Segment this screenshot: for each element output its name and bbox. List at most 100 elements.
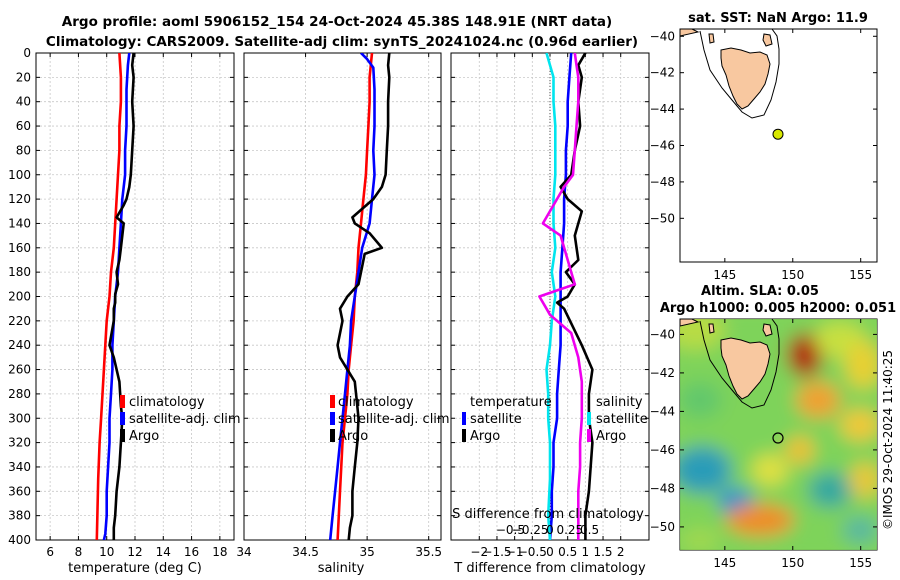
map-lat-label: −44 — [650, 102, 675, 116]
figure-title-line-1: Argo profile: aoml 5906152_154 24-Oct-20… — [62, 14, 612, 30]
depth-tick-label: 40 — [16, 95, 31, 109]
legend-label-s-argo: Argo — [596, 429, 626, 444]
x-tick-label: 0 — [546, 545, 554, 559]
legend-swatch-satellite — [330, 412, 335, 425]
sst-map-panel: sat. SST: NaN Argo: 11.9 145 150 155 −40 −42… — [650, 11, 878, 282]
depth-tick-label: 300 — [8, 411, 31, 425]
map-lat-label: −40 — [650, 327, 675, 341]
flinders-island — [762, 323, 773, 337]
depth-axis-labels: 0 20 40 60 80 100 120 140 160 180 200 220 240 260 280 3… — [8, 46, 31, 547]
mainland-coast — [680, 319, 700, 327]
legend-title-temperature: temperature — [470, 395, 552, 410]
map-lat-label: −48 — [650, 175, 675, 189]
tasmania-land — [720, 337, 771, 400]
series-line-argo — [108, 53, 135, 540]
x-tick-label: 12 — [127, 545, 142, 559]
legend-swatch-s-argo — [587, 429, 591, 442]
x-tick-label: 2 — [617, 545, 625, 559]
sla-map-subtitle: Argo h1000: 0.005 h2000: 0.051 — [660, 301, 896, 316]
sea-level-anomaly-field — [680, 319, 877, 550]
series-line-argo — [336, 53, 391, 540]
sla-map-ticks: 145 150 155 −40 −42 −44 −46 −48 −50 — [650, 319, 877, 570]
map-lon-label: 150 — [781, 556, 804, 570]
map-lon-label: 150 — [781, 268, 804, 282]
legend-swatch-argo — [330, 429, 335, 442]
temperature-grid — [36, 52, 234, 541]
legend-swatch-climatology — [120, 395, 125, 408]
map-lat-label: −46 — [650, 443, 675, 457]
s-difference-tick-label: 0.5 — [580, 523, 599, 537]
legend-label-s-satellite: satellite — [596, 412, 648, 427]
depth-tick-label: 360 — [8, 484, 31, 498]
x-tick-label: 10 — [99, 545, 114, 559]
temperature-legend: climatology satellite-adj. clim Argo — [120, 395, 241, 444]
map-lon-label: 145 — [713, 556, 736, 570]
x-tick-label: 1.5 — [593, 545, 612, 559]
t-difference-x-label: T difference from climatology — [453, 561, 646, 576]
mainland-coast — [680, 29, 700, 37]
depth-tick-label: 0 — [23, 46, 31, 60]
x-tick-label: 14 — [156, 545, 171, 559]
series-line-t-satellite — [548, 53, 573, 540]
legend-label-t-satellite: satellite — [470, 412, 522, 427]
figure-title-line-2: Climatology: CARS2009. Satellite-adj cli… — [46, 34, 638, 50]
depth-tick-label: 220 — [8, 314, 31, 328]
series-line-climatology — [95, 53, 123, 540]
temperature-series — [95, 53, 135, 540]
depth-tick-label: 240 — [8, 338, 31, 352]
salinity-panel: 34 34.5 35 35.5 salinity climatology satell… — [236, 52, 450, 576]
map-lat-label: −40 — [650, 29, 675, 43]
series-line-s-satellite — [545, 53, 557, 540]
salinity-series — [328, 53, 391, 540]
map-lat-label: −48 — [650, 481, 675, 495]
x-tick-label: 35.5 — [415, 545, 442, 559]
salinity-x-ticks: 34 34.5 35 35.5 — [236, 545, 442, 559]
temperature-panel: 6 8 10 12 14 16 18 temperature (deg C) climato… — [35, 52, 241, 576]
depth-tick-label: 120 — [8, 192, 31, 206]
continental-shelf-outline — [699, 29, 780, 119]
flinders-island — [762, 33, 773, 47]
sst-map-title: sat. SST: NaN Argo: 11.9 — [688, 11, 868, 26]
s-difference-axis-label: S difference from climatology — [452, 507, 644, 522]
difference-panel: −2−1.5−1−0.5 0 0.5 1 1.5 2 −0.5−0.250 0.250.5 … — [450, 52, 650, 576]
king-island — [708, 323, 715, 334]
x-tick-label: −0.5 — [518, 545, 547, 559]
map-lon-label: 155 — [849, 268, 872, 282]
legend-title-salinity: salinity — [596, 395, 643, 410]
salinity-legend: climatology satellite-adj. clim Argo — [330, 395, 450, 444]
legend-label-climatology: climatology — [338, 395, 414, 410]
x-tick-label: −2 — [470, 545, 488, 559]
depth-tick-label: 100 — [8, 168, 31, 182]
argo-float-location — [772, 128, 784, 140]
x-tick-label: 1 — [582, 545, 590, 559]
tasmania-land — [720, 47, 771, 110]
legend-label-satellite: satellite-adj. clim — [129, 412, 241, 427]
s-difference-tick-label: 0 — [546, 523, 554, 537]
depth-tick-label: 380 — [8, 509, 31, 523]
salinity-difference-ticks: −0.5−0.250 0.250.5 — [496, 523, 599, 537]
x-tick-label: 18 — [212, 545, 227, 559]
sla-map-features — [680, 319, 877, 550]
sla-map-title: Altim. SLA: 0.05 — [701, 284, 819, 299]
sla-map-panel: Altim. SLA: 0.05 Argo h1000: 0.005 h2000… — [650, 284, 896, 570]
x-tick-label: −1 — [506, 545, 524, 559]
difference-legend: temperature satellite Argo salinity sate… — [462, 395, 648, 444]
map-lat-label: −44 — [650, 404, 675, 418]
depth-tick-label: 320 — [8, 436, 31, 450]
legend-label-satellite: satellite-adj. clim — [338, 412, 450, 427]
x-tick-label: 34.5 — [292, 545, 319, 559]
x-tick-label: 35 — [359, 545, 374, 559]
difference-grid — [451, 52, 649, 541]
king-island — [708, 33, 715, 44]
sst-map-ticks: 145 150 155 −40 −42 −44 −46 −48 −50 — [650, 29, 877, 282]
depth-tick-label: 140 — [8, 216, 31, 230]
difference-x-ticks: −2−1.5−1−0.5 0 0.5 1 1.5 2 — [470, 545, 624, 559]
depth-tick-label: 260 — [8, 363, 31, 377]
series-line-satellite-adj-clim — [328, 53, 376, 540]
depth-tick-label: 200 — [8, 290, 31, 304]
map-lat-label: −46 — [650, 139, 675, 153]
x-tick-label: 34 — [236, 545, 251, 559]
salinity-x-label: salinity — [318, 561, 365, 576]
depth-tick-label: 400 — [8, 533, 31, 547]
legend-label-argo: Argo — [129, 429, 159, 444]
